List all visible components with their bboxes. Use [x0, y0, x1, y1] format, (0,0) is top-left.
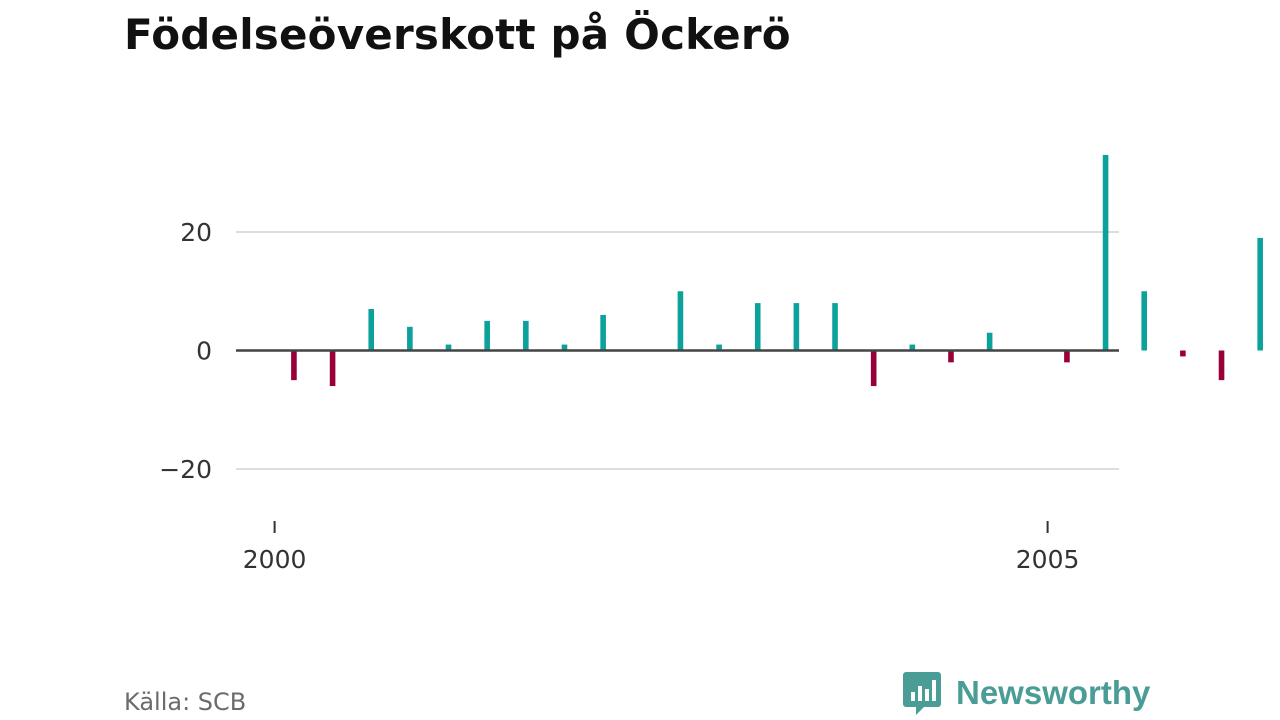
bar — [1141, 291, 1148, 351]
bar — [677, 291, 684, 351]
bar — [909, 344, 916, 351]
bar — [1102, 154, 1109, 351]
bar — [407, 326, 413, 351]
axis-layer: −20020200020052010201520202025 — [159, 218, 1119, 574]
bar — [368, 309, 375, 351]
x-tick-label: 2000 — [243, 545, 307, 574]
bar — [1180, 350, 1186, 357]
grid-layer — [236, 231, 1119, 470]
bar — [948, 350, 954, 363]
chart-title: Födelseöverskott på Öckerö — [124, 10, 791, 59]
brand-logo[interactable]: Newsworthy — [902, 670, 1150, 716]
newsworthy-logo-icon — [903, 672, 941, 715]
x-tick-label: 2005 — [1016, 545, 1080, 574]
bar — [793, 303, 800, 351]
source-note: Källa: SCB — [124, 688, 247, 716]
bar — [484, 320, 490, 351]
bar — [1064, 350, 1070, 363]
bar — [754, 303, 761, 351]
y-tick-label: 20 — [180, 218, 212, 247]
bar — [600, 314, 606, 351]
bar — [1218, 350, 1225, 381]
bar — [561, 344, 568, 351]
bars-layer — [291, 154, 1263, 387]
bar — [1257, 237, 1263, 351]
bar — [870, 350, 877, 387]
brand-name: Newsworthy — [956, 674, 1151, 711]
bar — [291, 350, 297, 381]
y-tick-label: −20 — [159, 455, 212, 484]
bar — [445, 344, 452, 351]
bar — [523, 320, 529, 351]
y-tick-label: 0 — [196, 337, 212, 366]
bar — [329, 350, 336, 387]
bar — [716, 344, 722, 351]
bar — [986, 332, 993, 351]
bar — [832, 303, 838, 351]
